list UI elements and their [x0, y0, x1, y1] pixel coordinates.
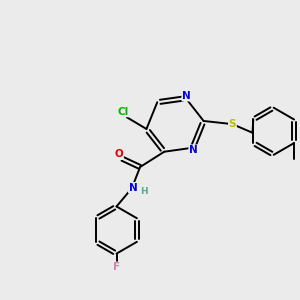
- Text: Cl: Cl: [118, 106, 129, 117]
- Text: O: O: [115, 149, 123, 159]
- Text: N: N: [182, 91, 191, 101]
- Text: H: H: [140, 187, 148, 196]
- Text: F: F: [113, 262, 120, 272]
- Text: N: N: [189, 145, 198, 155]
- Text: S: S: [229, 119, 236, 130]
- Text: N: N: [129, 183, 137, 193]
